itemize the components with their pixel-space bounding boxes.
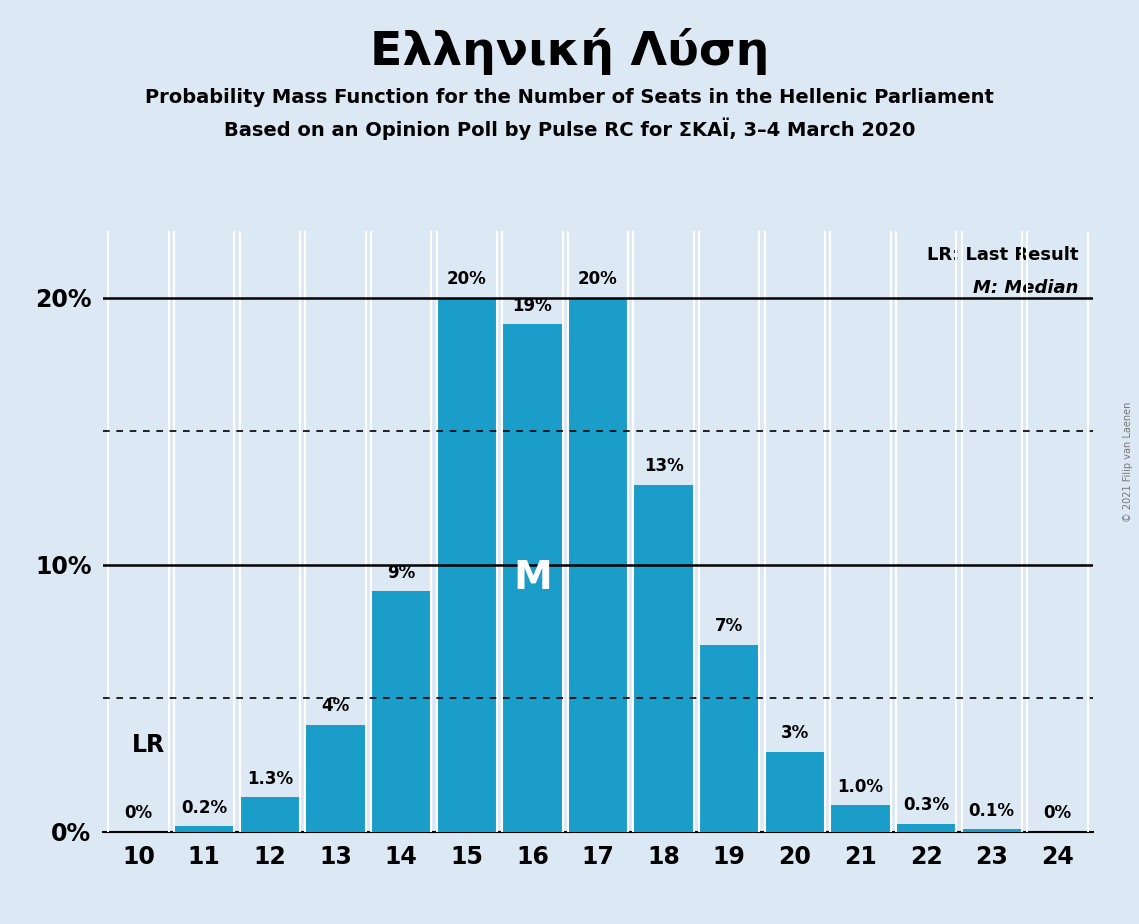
Text: © 2021 Filip van Laenen: © 2021 Filip van Laenen [1123,402,1133,522]
Bar [305,724,366,832]
Text: 7%: 7% [715,617,744,636]
Text: Based on an Opinion Poll by Pulse RC for ΣΚΑΪ, 3–4 March 2020: Based on an Opinion Poll by Pulse RC for… [223,117,916,140]
Text: M: Median: M: Median [973,279,1079,297]
Text: 1.3%: 1.3% [247,770,293,787]
Text: 20%: 20% [579,271,617,288]
Bar [896,823,957,832]
Text: Ελληνική Λύση: Ελληνική Λύση [370,28,769,75]
Text: 0.2%: 0.2% [181,799,228,817]
Bar [371,591,432,832]
Bar [764,751,825,832]
Bar [633,484,694,832]
Text: 19%: 19% [513,298,552,315]
Text: 3%: 3% [780,724,809,742]
Text: LR: LR [132,733,165,757]
Bar [699,645,760,832]
Text: Probability Mass Function for the Number of Seats in the Hellenic Parliament: Probability Mass Function for the Number… [145,88,994,107]
Bar [436,298,497,832]
Text: 0%: 0% [1043,804,1072,822]
Bar [830,805,891,832]
Text: 20%: 20% [446,271,486,288]
Bar [239,796,300,832]
Text: 13%: 13% [644,457,683,475]
Text: 1.0%: 1.0% [837,778,884,796]
Bar [961,829,1022,832]
Text: 0.3%: 0.3% [903,796,949,814]
Text: LR: Last Result: LR: Last Result [927,246,1079,264]
Text: M: M [513,559,551,597]
Bar [567,298,629,832]
Text: 0.1%: 0.1% [969,802,1015,820]
Bar [174,826,235,832]
Text: 0%: 0% [124,804,153,822]
Text: 4%: 4% [321,698,350,715]
Text: 9%: 9% [387,564,416,582]
Bar [502,324,563,832]
